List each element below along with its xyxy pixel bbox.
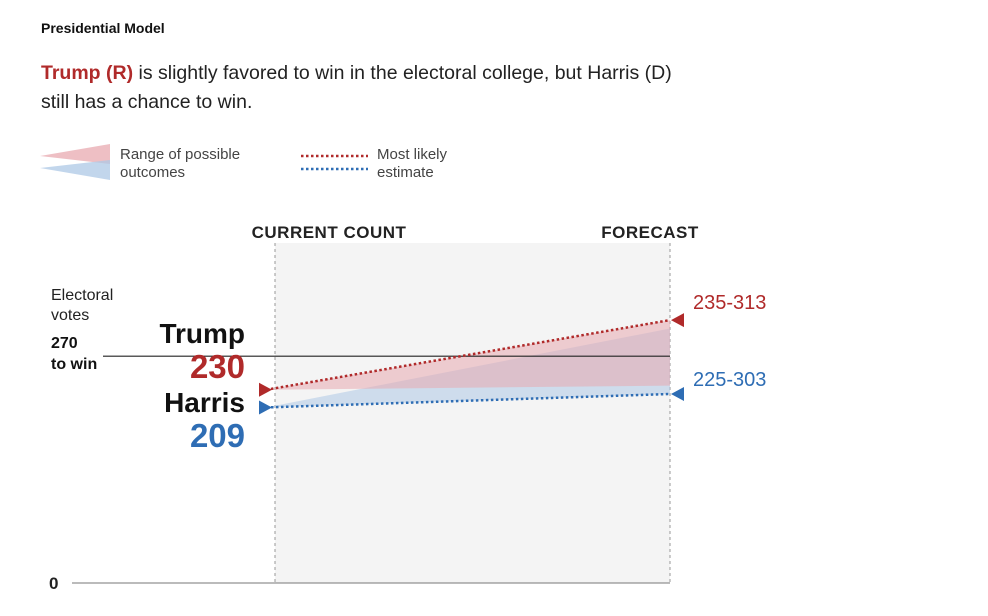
headline-line1: is slightly favored to win in the electo… (133, 62, 672, 84)
legend-range-swatch (40, 144, 110, 180)
headline: Trump (R) is slightly favored to win in … (41, 59, 841, 117)
legend-estimate-label: Most likely estimate (377, 146, 448, 181)
harris-current-marker (259, 400, 272, 415)
trump-estimate-line (265, 318, 671, 392)
trump-forecast-range: 235-313 (693, 292, 767, 314)
chart-kicker: Presidential Model (41, 20, 165, 36)
harris-forecast-marker (671, 387, 684, 401)
headline-line2: still has a chance to win. (41, 91, 253, 113)
trump-forecast-marker (671, 313, 684, 328)
y-zero-label: 0 (49, 574, 59, 593)
harris-name: Harris (164, 387, 245, 418)
trump-name: Trump (159, 318, 245, 349)
forecast-panel (275, 243, 670, 583)
harris-estimate-line (265, 392, 671, 409)
legend-range-label: Range of possible outcomes (120, 146, 241, 181)
trump-current-value: 230 (189, 348, 245, 385)
trump-current-marker (259, 382, 272, 397)
threshold-label: 270 to win (51, 335, 98, 373)
harris-current-value: 209 (189, 417, 245, 454)
headline-trump: Trump (R) (41, 62, 134, 84)
col-current-count: CURRENT COUNT (252, 223, 407, 242)
y-axis-label: Electoral votes (51, 287, 114, 324)
harris-forecast-range: 225-303 (693, 369, 767, 391)
col-forecast: FORECAST (601, 223, 699, 242)
